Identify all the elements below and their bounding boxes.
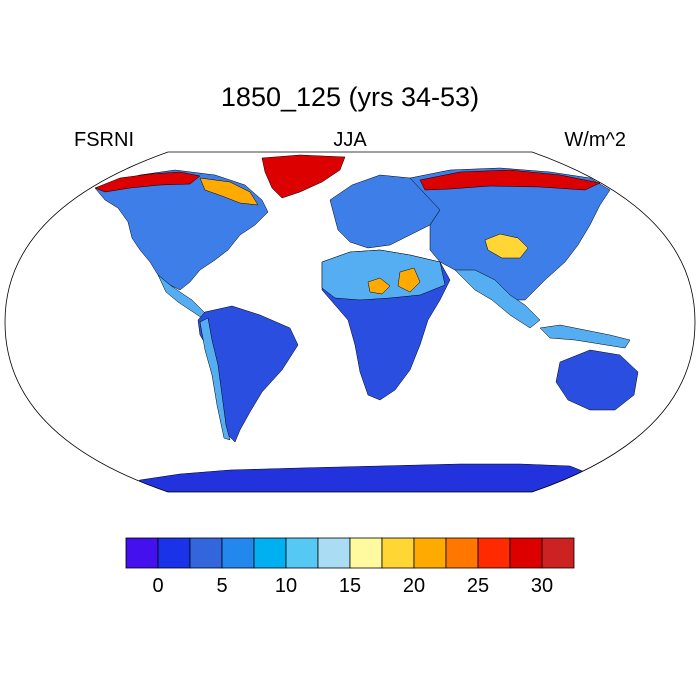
north-america-region xyxy=(94,169,269,291)
colorbar-swatch xyxy=(189,537,223,569)
colorbar-tick-label: 5 xyxy=(216,575,227,597)
siberia-warm-region xyxy=(419,169,601,191)
colorbar-tick-label: 10 xyxy=(275,575,297,597)
colorbar-tick-label: 20 xyxy=(403,575,425,597)
tibet-warm-region xyxy=(484,233,529,259)
arctic-canada-region xyxy=(94,171,201,193)
antarctica-region xyxy=(119,463,621,492)
map-content xyxy=(94,154,639,492)
egypt-hot-spot xyxy=(397,267,421,293)
hudson-bay-warm-region xyxy=(199,177,259,206)
colorbar-swatch xyxy=(285,537,319,569)
sahara-hot-spot xyxy=(367,277,391,295)
colorbar-swatch xyxy=(349,537,383,569)
globe-outline xyxy=(4,151,696,493)
colorbar-tick-label: 0 xyxy=(152,575,163,597)
indonesia-region xyxy=(539,324,631,349)
colorbar-swatch xyxy=(157,537,191,569)
colorbar-swatch xyxy=(317,537,351,569)
asia-region xyxy=(409,167,611,301)
map-title: 1850_125 (yrs 34-53) xyxy=(220,82,480,112)
colorbar-tick-label: 30 xyxy=(531,575,553,597)
colorbar-swatch xyxy=(509,537,543,569)
south-asia-light-region xyxy=(454,269,541,329)
australia-region xyxy=(555,349,639,411)
colorbar-swatch xyxy=(413,537,447,569)
units-label: W/m^2 xyxy=(564,129,626,151)
colorbar-swatch xyxy=(541,537,575,569)
colorbar-tick-label: 15 xyxy=(339,575,361,597)
andes-light-region xyxy=(199,317,231,441)
colorbar: 0 5 10 15 20 25 30 xyxy=(125,537,575,597)
greenland-region xyxy=(261,154,346,199)
colorbar-swatch xyxy=(445,537,479,569)
colorbar-swatch xyxy=(253,537,287,569)
season-label: JJA xyxy=(333,129,367,151)
colorbar-swatch xyxy=(381,537,415,569)
colorbar-swatch xyxy=(125,537,159,569)
colorbar-swatch xyxy=(221,537,255,569)
variable-label: FSRNI xyxy=(74,129,134,151)
colorbar-swatch xyxy=(477,537,511,569)
colorbar-tick-label: 25 xyxy=(467,575,489,597)
